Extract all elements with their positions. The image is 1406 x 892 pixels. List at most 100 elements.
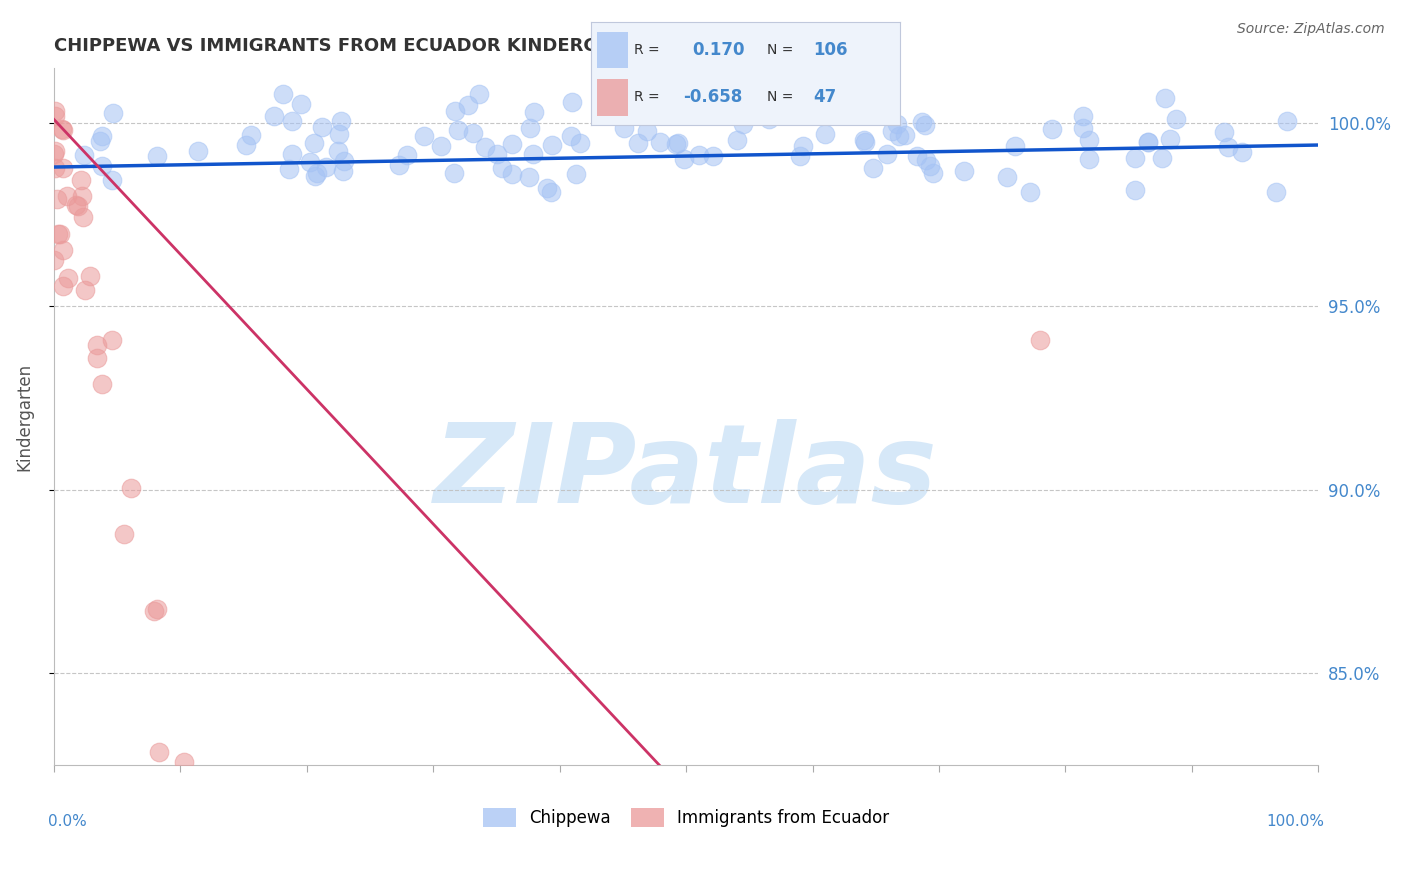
Point [100,173,122,187]
Point [1071,109,1094,123]
Point [953,164,976,178]
Point [304,136,326,150]
Text: 0.170: 0.170 [693,41,745,59]
Point [716,94,738,108]
Point [72,188,94,202]
Point [56,189,79,203]
Point [447,123,470,137]
Point [461,126,484,140]
Point [52,243,75,257]
Point [792,139,814,153]
Point [290,97,312,112]
Text: R =: R = [634,90,659,104]
Point [814,127,837,141]
Point [1275,114,1298,128]
Point [326,144,349,158]
Point [49,227,72,242]
Point [52,123,75,137]
Point [52,278,75,293]
Point [637,123,659,137]
Point [501,137,523,152]
Point [1040,122,1063,136]
Point [271,87,294,101]
Point [281,147,304,161]
Point [44,144,66,158]
Point [44,103,66,118]
Point [413,129,436,144]
Point [91,128,114,143]
Point [627,136,650,150]
Point [1029,333,1052,347]
Point [79,268,101,283]
Point [235,137,257,152]
Point [1123,183,1146,197]
Point [100,334,122,348]
Point [430,138,453,153]
Point [329,114,352,128]
Point [332,164,354,178]
Point [1073,121,1095,136]
Point [853,135,876,149]
Point [280,113,302,128]
Point [304,169,326,184]
Point [148,745,170,759]
Point [51,122,73,136]
Point [396,148,419,162]
Point [457,98,479,112]
Point [278,161,301,176]
Point [56,271,79,285]
Point [633,95,655,110]
Point [48,48,70,62]
Point [388,158,411,172]
Point [42,252,65,267]
Point [90,159,112,173]
Text: 106: 106 [813,41,848,59]
Text: R =: R = [634,43,659,57]
Point [173,755,195,769]
Point [468,87,491,101]
Point [789,148,811,162]
Y-axis label: Kindergarten: Kindergarten [15,362,32,471]
Point [73,283,96,297]
Point [862,161,884,175]
Point [328,128,350,142]
Point [887,129,910,144]
Point [914,118,936,132]
Point [142,604,165,618]
Point [666,136,689,151]
Point [44,161,66,175]
Point [1137,135,1160,149]
Point [536,181,558,195]
Point [522,147,544,161]
Bar [596,31,627,69]
Point [1265,185,1288,199]
Point [915,153,938,168]
Text: ZIPatlas: ZIPatlas [434,419,938,526]
Point [673,152,696,166]
Point [120,481,142,495]
Point [561,95,583,109]
Point [1159,131,1181,145]
Point [44,109,66,123]
Point [485,147,508,161]
Point [876,146,898,161]
Point [560,129,582,144]
Point [1150,151,1173,165]
Point [702,149,724,163]
Text: -0.658: -0.658 [683,88,742,106]
Point [725,133,748,147]
Text: Source: ZipAtlas.com: Source: ZipAtlas.com [1237,22,1385,37]
Point [1216,139,1239,153]
Point [612,121,634,136]
Point [564,167,586,181]
Point [112,527,135,541]
Point [758,112,780,126]
Point [263,109,285,123]
Point [45,192,67,206]
Point [1077,152,1099,166]
Point [921,166,943,180]
Point [665,136,688,151]
Point [502,167,524,181]
Point [46,227,69,241]
Text: 47: 47 [813,88,837,106]
